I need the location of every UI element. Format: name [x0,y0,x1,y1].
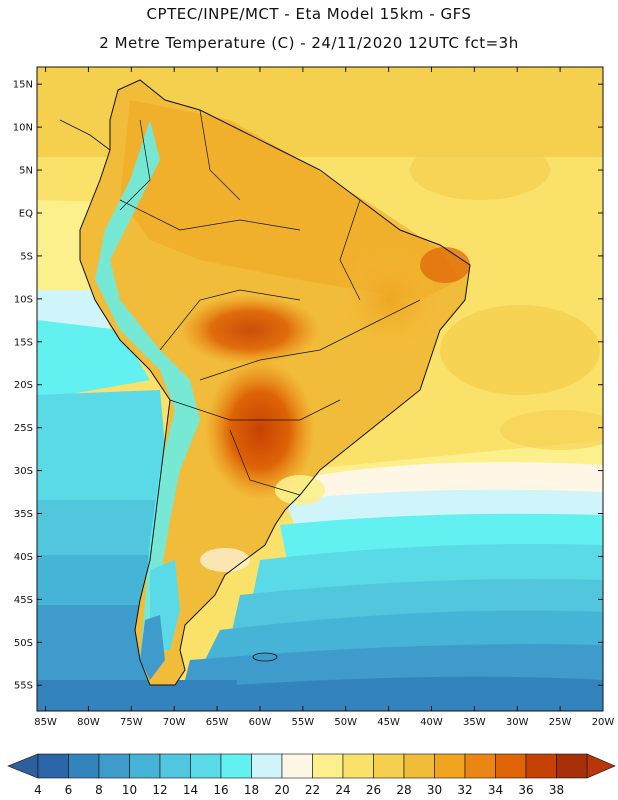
colorbar-swatch [98,753,130,779]
lat-tick-label: EQ [19,208,33,219]
lon-tick-label: 60W [249,717,272,728]
colorbar-swatch [220,753,252,779]
lon-tick-label: 65W [206,717,229,728]
colorbar-label: 18 [244,783,259,797]
colorbar-label: 24 [335,783,350,797]
map-frame [36,66,604,712]
colorbar-under-arrow [7,753,39,779]
lon-tick-label: 40W [420,717,443,728]
colorbar-label: 14 [183,783,198,797]
field-layer [37,67,603,711]
colorbar-swatch [312,753,344,779]
colorbar-swatch [373,753,405,779]
lon-tick-label: 30W [506,717,529,728]
lat-tick-label: 10N [13,123,33,134]
lon-tick-label: 25W [549,717,572,728]
colorbar-label: 6 [65,783,73,797]
lon-tick-label: 45W [377,717,400,728]
colorbar-swatch [434,753,466,779]
lon-tick-label: 70W [163,717,186,728]
map-title: CPTEC/INPE/MCT - Eta Model 15km - GFS [146,5,472,23]
colorbar-swatch [464,753,496,779]
colorbar-label: 12 [152,783,167,797]
colorbar-swatch [129,753,161,779]
colorbar-swatch [68,753,100,779]
colorbar-label: 32 [457,783,472,797]
lat-tick-label: 40S [14,552,33,563]
colorbar-label: 8 [95,783,103,797]
colorbar-swatch [37,753,69,779]
colorbar-swatch [525,753,557,779]
colorbar-swatch [251,753,283,779]
colorbar-label: 38 [549,783,564,797]
lon-tick-label: 35W [463,717,486,728]
latitude-axis: 15N 10N 5N EQ 5S 10S 15S 20S 25S 30S 35S 40S 45S 50S 5… [13,80,603,692]
lon-tick-label: 75W [120,717,143,728]
lat-tick-label: 15S [14,337,33,348]
colorbar-label: 16 [213,783,228,797]
colorbar-swatch [495,753,527,779]
colorbar-swatch [281,753,313,779]
lon-tick-label: 80W [77,717,100,728]
lon-tick-label: 50W [334,717,357,728]
lon-tick-label: 20W [592,717,615,728]
lat-tick-label: 15N [13,80,33,91]
lat-tick-label: 30S [14,466,33,477]
colorbar-swatch [342,753,374,779]
colorbar-label: 22 [305,783,320,797]
colorbar-over-arrow [586,753,616,779]
colorbar-swatch [159,753,191,779]
lat-tick-label: 10S [14,294,33,305]
lat-tick-label: 35S [14,509,33,520]
lat-tick-label: 45S [14,595,33,606]
colorbar-label: 26 [366,783,381,797]
lat-tick-label: 5S [20,251,33,262]
colorbar-label: 30 [427,783,442,797]
colorbar: 4 6 8 10 12 14 16 18 20 22 24 26 28 30 32 34 36 38 [7,753,616,797]
colorbar-label: 10 [122,783,137,797]
lon-tick-label: 85W [34,717,57,728]
lon-tick-label: 55W [292,717,315,728]
lat-tick-label: 25S [14,423,33,434]
colorbar-label: 28 [396,783,411,797]
colorbar-swatch [556,753,588,779]
longitude-axis: 85W 80W 75W 70W 65W 60W 55W 50W 45W 40W 35W 30W 25W 2… [34,67,614,728]
colorbar-label: 20 [274,783,289,797]
map-subtitle: 2 Metre Temperature (C) - 24/11/2020 12U… [99,34,519,52]
colorbar-swatch [403,753,435,779]
colorbar-label: 36 [518,783,533,797]
colorbar-swatch [190,753,222,779]
colorbar-label: 4 [34,783,42,797]
lat-tick-label: 5N [19,166,33,177]
coastlines [59,79,471,686]
lat-tick-label: 50S [14,638,33,649]
colorbar-label: 34 [488,783,503,797]
lat-tick-label: 20S [14,380,33,391]
lat-tick-label: 55S [14,681,33,692]
